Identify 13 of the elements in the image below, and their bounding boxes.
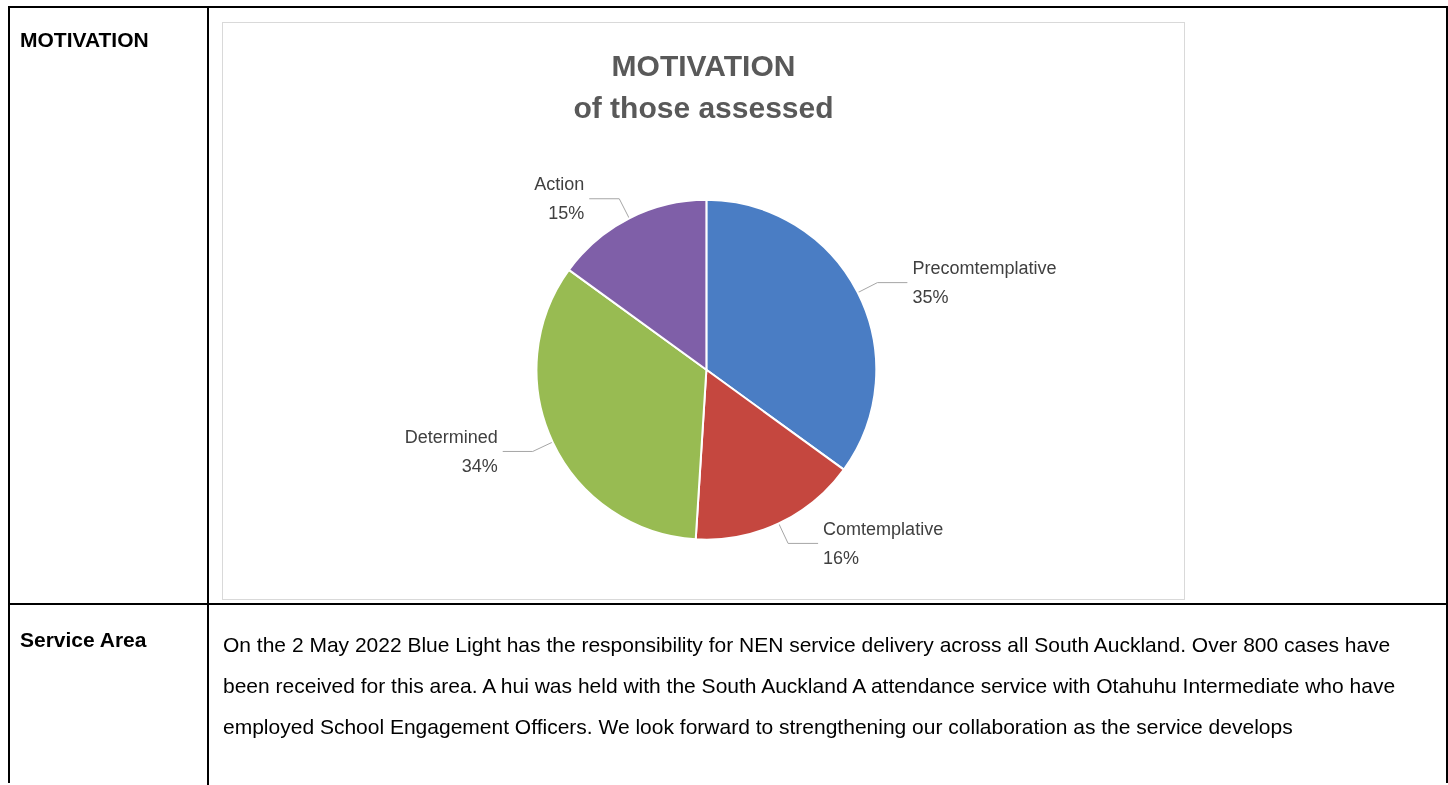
chart-title: MOTIVATION — [611, 48, 796, 82]
slice-label: Action — [534, 174, 585, 195]
slice-label: Comtemplative — [823, 518, 944, 539]
text: On the 2 May 2022 Blue Light has the responsibility for NEN service delivery across all South Auckland. Over 800 cases have been received for this area. A hui was held with the South Auckland A attendance service with Otahuhu Intermediate who have employed School Engagement Officers. We look forward to strengthening our collaboration as the service develops — [223, 632, 1397, 740]
data-label: 35% — [912, 287, 949, 308]
chart-subtitle: of those assessed — [573, 90, 834, 124]
data-label: 15% — [548, 203, 585, 224]
text: MOTIVATION — [20, 28, 149, 52]
data-label: 16% — [823, 547, 860, 568]
data-label: 34% — [461, 455, 498, 476]
slice-label: Determined — [404, 426, 498, 447]
text: Service Area — [20, 628, 147, 652]
slice-label: Precomtemplative — [912, 258, 1057, 279]
